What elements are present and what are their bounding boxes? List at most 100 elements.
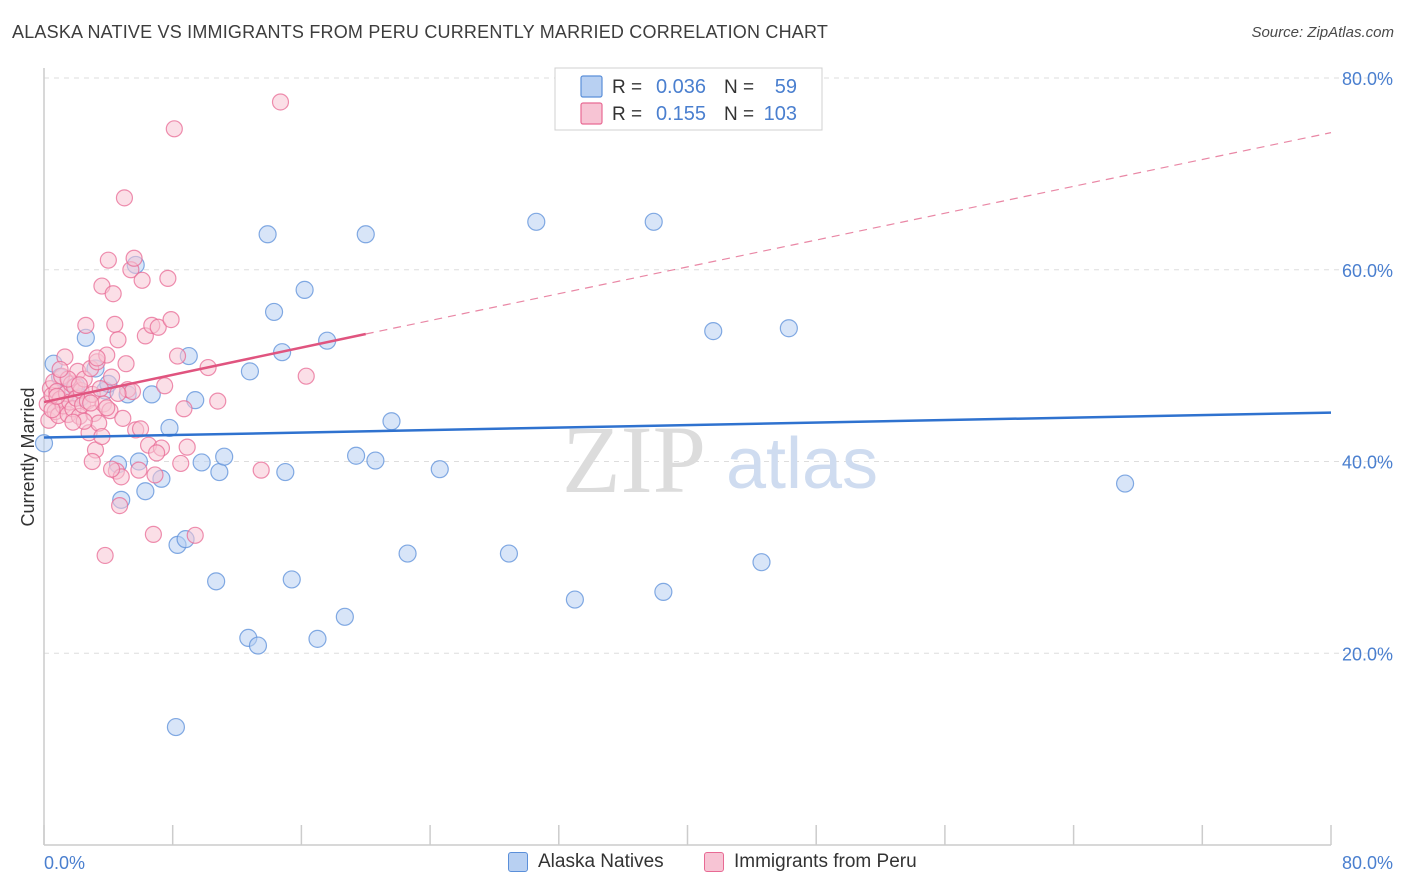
point-peru-62 [159,269,177,287]
point-alaska-natives-48 [565,590,584,609]
point-alaska-natives-45 [430,460,449,479]
point-alaska-natives-50 [654,582,673,601]
point-peru-93 [117,355,135,373]
point-peru-91 [82,394,100,412]
point-peru-63 [162,311,180,329]
point-alaska-natives-15 [136,482,155,501]
point-alaska-natives-16 [142,385,161,404]
point-peru-40 [102,368,121,386]
point-alaska-natives-43 [382,412,401,431]
point-peru-58 [146,466,164,484]
point-alaska-natives-34 [276,462,295,482]
point-peru-69 [186,526,204,544]
point-peru-53 [130,461,148,479]
point-alaska-natives-53 [779,319,798,338]
top-legend-n-value-1: 103 [764,103,797,125]
top-legend-swatch-0 [580,75,603,98]
point-peru-81 [123,382,142,401]
x-tick-label-min: 0.0% [44,853,85,873]
top-legend-r-label-1: R = [612,104,642,125]
y-tick-label-80: 80.0% [1342,69,1393,89]
point-alaska-natives-42 [366,451,385,470]
point-alaska-natives-27 [215,447,234,466]
legend-item-immigrants-from-peru[interactable]: Immigrants from Peru [704,851,917,873]
point-alaska-natives-51 [704,322,723,341]
point-alaska-natives-31 [258,225,277,244]
top-legend-r-value-0: 0.036 [656,76,706,98]
point-alaska-natives-28 [240,362,260,381]
point-peru-90 [64,413,82,431]
point-alaska-natives-39 [335,607,354,626]
top-legend-n-value-0: 59 [775,76,797,98]
point-peru-48 [115,189,134,207]
trendline-alaska-natives [43,411,1332,439]
point-peru-88 [144,525,162,543]
point-alaska-natives-37 [308,629,327,648]
watermark-atlas: atlas [726,424,878,504]
trendline-peru [43,332,367,404]
y-tick-label-20: 20.0% [1342,644,1393,664]
point-peru-84 [51,360,69,379]
point-alaska-natives-47 [527,212,546,231]
point-peru-54 [133,271,151,289]
chart-source: Source: ZipAtlas.com [1251,24,1394,41]
point-peru-36 [96,546,114,565]
top-legend-n-label-0: N = [724,77,754,98]
top-legend-r-label-0: R = [612,77,642,98]
legend-swatch-pink [704,852,724,872]
point-peru-59 [149,318,167,336]
point-peru-51 [125,249,143,267]
point-alaska-natives-26 [210,462,229,482]
point-alaska-natives-49 [644,212,663,231]
x-tick-label-max: 80.0% [1342,853,1393,873]
legend-label-immigrants-from-peru: Immigrants from Peru [734,851,917,872]
point-alaska-natives-36 [295,280,314,299]
chart-title: ALASKA NATIVE VS IMMIGRANTS FROM PERU CU… [12,22,829,42]
point-alaska-natives-30 [248,636,268,655]
y-axis-label: Currently Married [18,387,38,526]
legend-label-alaska-natives: Alaska Natives [538,851,664,872]
legend-swatch-blue [508,852,528,872]
point-alaska-natives-35 [282,570,301,589]
top-legend-n-label-1: N = [724,104,754,125]
point-peru-73 [271,93,290,111]
point-peru-65 [168,347,187,365]
point-peru-61 [156,377,174,395]
point-peru-41 [104,285,122,303]
point-peru-77 [70,376,88,394]
y-tick-label-60: 60.0% [1342,261,1393,281]
point-peru-67 [175,400,193,418]
point-alaska-natives-24 [192,453,211,472]
point-peru-89 [48,387,66,405]
point-alaska-natives-18 [160,418,179,438]
watermark-zip: ZIP [562,406,706,513]
point-peru-83 [148,444,166,462]
point-alaska-natives-19 [166,717,186,737]
point-peru-24 [77,316,95,334]
point-peru-45 [111,497,129,515]
point-peru-68 [178,438,196,456]
point-peru-86 [88,349,106,367]
point-alaska-natives-25 [207,572,226,591]
point-peru-74 [297,367,315,385]
point-peru-42 [106,315,124,333]
point-alaska-natives-0 [34,434,54,453]
point-peru-47 [114,409,132,427]
point-alaska-natives-40 [346,446,366,465]
bottom-legend: Alaska Natives Immigrants from Peru [0,851,1406,879]
y-tick-label-40: 40.0% [1342,453,1393,473]
point-alaska-natives-52 [752,553,771,572]
point-peru-78 [83,452,101,471]
point-alaska-natives-44 [398,544,417,563]
trendline-peru-extension [365,132,1332,335]
point-peru-72 [252,461,270,479]
point-alaska-natives-54 [1115,474,1135,493]
point-alaska-natives-32 [264,302,284,322]
point-peru-64 [165,120,183,138]
legend-item-alaska-natives[interactable]: Alaska Natives [508,851,664,873]
point-peru-44 [109,331,127,349]
point-peru-71 [209,392,227,410]
top-legend-r-value-1: 0.155 [656,103,706,125]
point-peru-92 [98,399,116,417]
